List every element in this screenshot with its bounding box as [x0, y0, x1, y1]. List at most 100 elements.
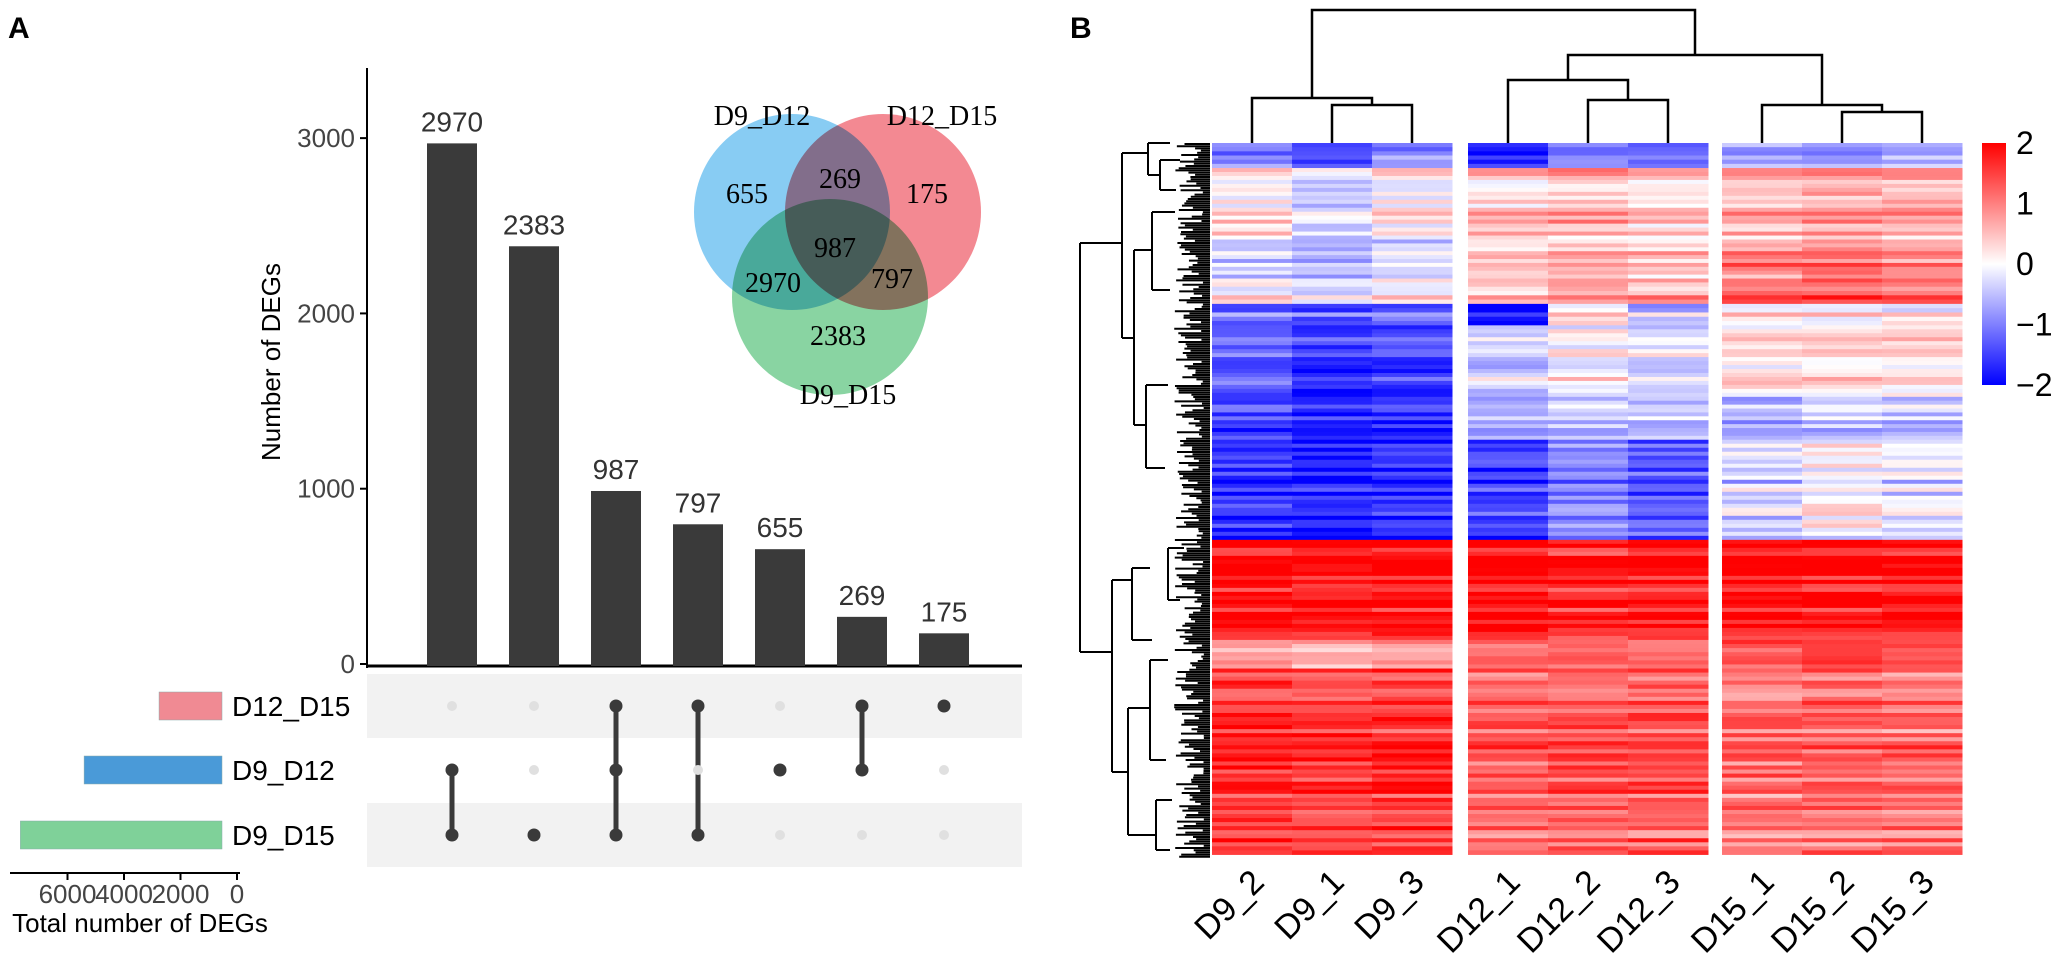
heatmap-cell: [1468, 652, 1549, 657]
heatmap-cell: [1882, 648, 1963, 653]
heatmap-cell: [1882, 341, 1963, 346]
heatmap-cell: [1628, 428, 1709, 433]
heatmap-cell: [1548, 591, 1629, 597]
heatmap-cell: [1372, 818, 1453, 823]
heatmap-cell: [1882, 203, 1963, 209]
heatmap-cell: [1548, 648, 1629, 653]
heatmap-cell: [1292, 692, 1373, 698]
colorbar-labels: 210−1−2: [2016, 125, 2052, 403]
heatmap-cell: [1882, 345, 1963, 350]
heatmap-cell: [1292, 365, 1373, 370]
heatmap-cell: [1292, 483, 1373, 489]
heatmap-cell: [1468, 599, 1549, 605]
heatmap-cell: [1882, 749, 1963, 754]
heatmap-cell: [1802, 270, 1883, 276]
heatmap-cell: [1292, 431, 1373, 437]
heatmap-cell: [1628, 607, 1709, 613]
heatmap-cell: [1722, 420, 1803, 425]
heatmap-cell: [1882, 551, 1963, 557]
venn-set-label-d9-d15: D9_D15: [800, 380, 896, 411]
heatmap-cell: [1372, 475, 1453, 481]
heatmap-cell: [1548, 797, 1629, 803]
heatmap-cell: [1292, 688, 1373, 694]
heatmap-cell: [1802, 408, 1883, 413]
heatmap-cell: [1628, 408, 1709, 413]
heatmap-cell: [1802, 155, 1883, 161]
heatmap-cell: [1292, 412, 1373, 417]
heatmap-cell: [1802, 809, 1883, 815]
heatmap-cell: [1882, 527, 1963, 533]
heatmap-cell: [1468, 656, 1549, 661]
heatmap-cell: [1722, 721, 1803, 726]
heatmap-cell: [1468, 286, 1549, 292]
heatmap-cell: [1628, 834, 1709, 839]
heatmap-cell: [1802, 345, 1883, 350]
heatmap-cell: [1722, 789, 1803, 795]
dendrogram-branch: [1840, 110, 1924, 143]
heatmap-cell: [1292, 325, 1373, 330]
heatmap-cell: [1468, 551, 1549, 557]
heatmap-cell: [1802, 168, 1883, 173]
heatmap-cell: [1882, 753, 1963, 758]
y-tick-label: 0: [341, 649, 355, 679]
heatmap-cell: [1628, 793, 1709, 799]
heatmap-cell: [1722, 761, 1803, 767]
heatmap-cell: [1372, 781, 1453, 787]
heatmap-cell: [1468, 769, 1549, 775]
heatmap-cell: [1372, 187, 1453, 193]
heatmap-cell: [1372, 183, 1453, 189]
heatmap-cell: [1292, 563, 1373, 569]
heatmap-cell: [1628, 215, 1709, 221]
heatmap-cell: [1882, 274, 1963, 280]
heatmap-cell: [1548, 519, 1629, 525]
heatmap-cell: [1882, 329, 1963, 334]
heatmap-cell: [1548, 809, 1629, 815]
heatmap-cell: [1372, 830, 1453, 835]
heatmap-cell: [1802, 380, 1883, 386]
heatmap-cell: [1882, 826, 1963, 831]
heatmap-cell: [1468, 692, 1549, 698]
heatmap-cell: [1212, 479, 1293, 485]
heatmap-cell: [1372, 312, 1453, 318]
heatmap-cell: [1212, 282, 1293, 288]
heatmap-cell: [1468, 199, 1549, 205]
heatmap-cell: [1468, 575, 1549, 581]
heatmap-cell: [1722, 712, 1803, 718]
matrix-dot-inactive: [775, 701, 785, 711]
heatmap-cell: [1628, 266, 1709, 272]
heatmap-cell: [1628, 769, 1709, 775]
heatmap-cell: [1372, 345, 1453, 350]
heatmap-cell: [1882, 785, 1963, 791]
heatmap-cell: [1372, 507, 1453, 513]
heatmap-cell: [1548, 583, 1629, 589]
heatmap-cell: [1212, 455, 1293, 461]
heatmap-cell: [1468, 471, 1549, 477]
heatmap-cell: [1802, 487, 1883, 493]
heatmap-cell: [1468, 299, 1549, 305]
heatmap-cell: [1882, 143, 1963, 148]
heatmap-cell: [1292, 838, 1373, 843]
heatmap-cell: [1548, 187, 1629, 193]
heatmap-cell: [1372, 380, 1453, 386]
heatmap-cell: [1468, 207, 1549, 213]
heatmap-cell: [1212, 357, 1293, 362]
heatmap-cell: [1882, 159, 1963, 165]
set-label-d12-d15: D12_D15: [232, 691, 350, 722]
heatmap-cell: [1722, 826, 1803, 831]
heatmap-cell: [1212, 219, 1293, 225]
heatmap-cell: [1372, 316, 1453, 322]
venn-region-d12-d15-d9-d15: 797: [871, 264, 913, 295]
set-bar-d12-d15: [158, 691, 223, 721]
heatmap-cell: [1722, 325, 1803, 330]
heatmap-cell: [1882, 717, 1963, 722]
heatmap-cell: [1548, 733, 1629, 738]
heatmap-cell: [1292, 721, 1373, 726]
heatmap-cell: [1802, 147, 1883, 152]
heatmap-cell: [1292, 639, 1373, 645]
heatmap-cell: [1212, 195, 1293, 201]
heatmap-cell: [1882, 639, 1963, 645]
heatmap-cell: [1628, 372, 1709, 378]
heatmap-cell: [1372, 749, 1453, 754]
heatmap-cell: [1212, 171, 1293, 177]
heatmap-cell: [1468, 688, 1549, 694]
